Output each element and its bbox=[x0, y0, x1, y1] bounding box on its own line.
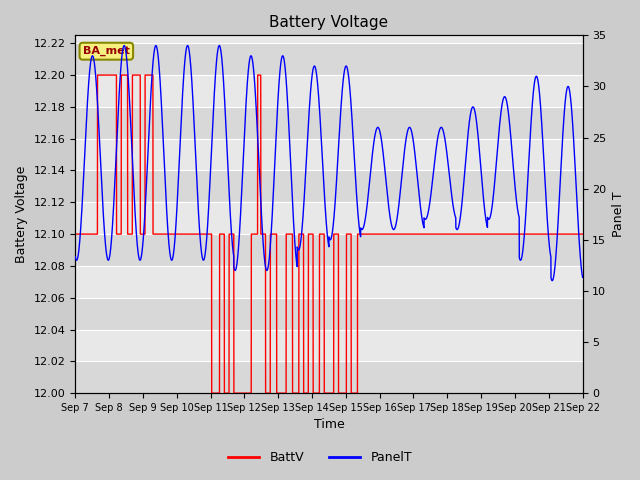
Bar bbox=[76, 107, 582, 139]
Bar bbox=[76, 202, 582, 234]
Legend: BattV, PanelT: BattV, PanelT bbox=[223, 446, 417, 469]
Bar bbox=[76, 75, 582, 107]
Bar bbox=[76, 170, 582, 202]
Bar bbox=[76, 361, 582, 393]
Y-axis label: Battery Voltage: Battery Voltage bbox=[15, 166, 28, 263]
Y-axis label: Panel T: Panel T bbox=[612, 192, 625, 237]
Title: Battery Voltage: Battery Voltage bbox=[269, 15, 388, 30]
Bar bbox=[76, 266, 582, 298]
Bar bbox=[76, 43, 582, 75]
Bar bbox=[76, 298, 582, 329]
Bar bbox=[76, 139, 582, 170]
X-axis label: Time: Time bbox=[314, 419, 344, 432]
Bar bbox=[76, 329, 582, 361]
Bar bbox=[76, 234, 582, 266]
Text: BA_met: BA_met bbox=[83, 46, 130, 56]
